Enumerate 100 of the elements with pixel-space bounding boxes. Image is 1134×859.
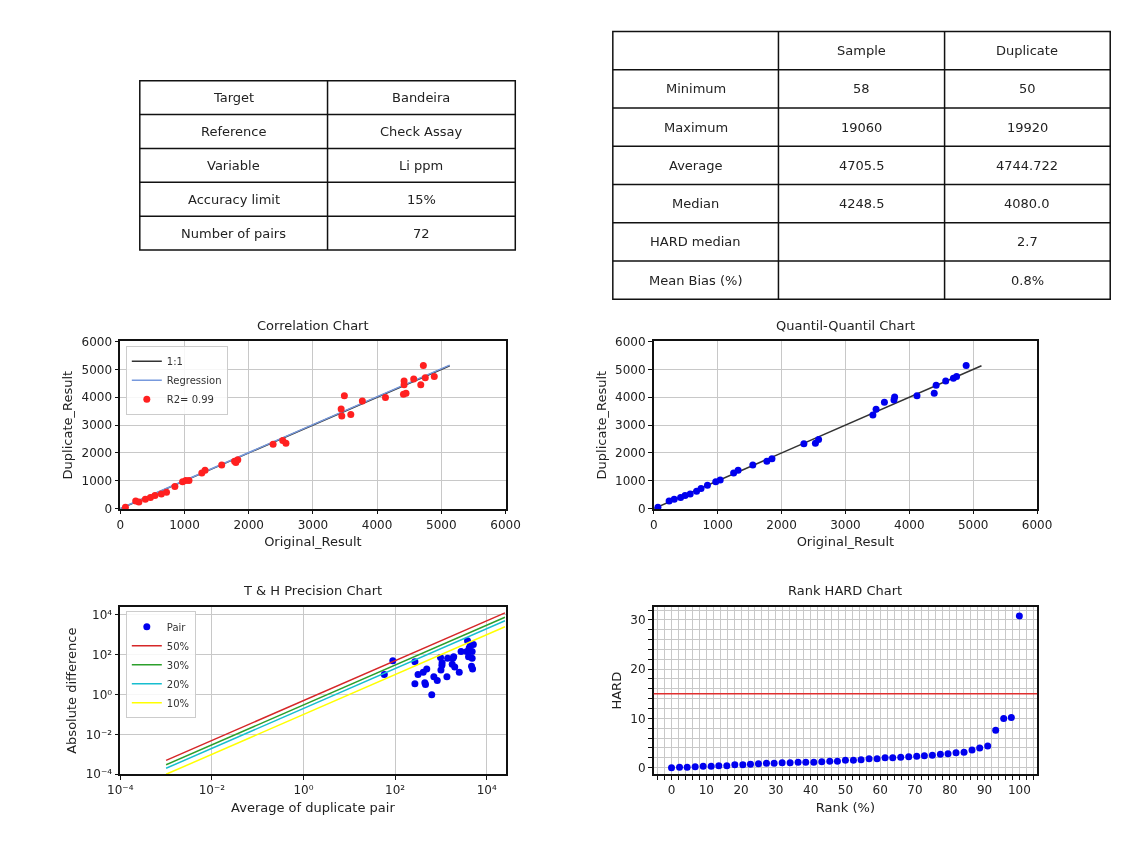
x-tick-label: 5000 — [426, 517, 457, 532]
x-tick-label: 100 — [1007, 783, 1031, 798]
y-tick-label: 6000 — [615, 334, 646, 349]
legend-label: R2= 0.99 — [166, 394, 214, 406]
chart-title: Rank HARD Chart — [788, 583, 903, 598]
x-tick-label: 1000 — [169, 517, 200, 532]
y-tick-label: 5000 — [615, 362, 646, 377]
x-tick-label: 3000 — [297, 517, 329, 532]
x-tick-label: 80 — [942, 783, 958, 798]
x-tick-label: 40 — [803, 783, 819, 798]
text: 19060 — [841, 120, 883, 135]
legend-label: 10% — [166, 697, 190, 709]
text: 15% — [407, 192, 436, 207]
y-axis-title: HARD — [608, 671, 624, 710]
y-tick-label: 3000 — [81, 418, 113, 433]
x-tick-label: 10⁻² — [198, 783, 226, 798]
y-axis-title: Duplicate_Result — [60, 370, 76, 480]
text: 0.8% — [1011, 273, 1045, 288]
y-tick-label: 1000 — [615, 474, 646, 489]
x-tick-label: 6000 — [1021, 517, 1053, 532]
chart-title: Correlation Chart — [257, 318, 369, 333]
y-tick-label: 10⁴ — [92, 607, 113, 622]
text: 19920 — [1007, 120, 1049, 135]
y-tick-label: 0 — [104, 501, 113, 516]
x-tick-label: 0 — [116, 517, 125, 532]
x-tick-label: 0 — [667, 783, 676, 798]
text: 4248.5 — [839, 196, 885, 211]
text: Accuracy limit — [188, 192, 281, 207]
text: Median — [672, 196, 720, 211]
y-tick-label: 3000 — [615, 418, 646, 433]
chart-title: Quantil-Quantil Chart — [776, 318, 916, 333]
category-label: Duplicate — [996, 43, 1058, 58]
x-tick-label: 10 — [698, 783, 714, 798]
text: Li ppm — [399, 158, 444, 173]
legend-label: 20% — [166, 678, 190, 690]
text: Bandeira — [392, 90, 451, 105]
text: Reference — [201, 124, 267, 139]
chart-title: T & H Precision Chart — [243, 583, 383, 598]
x-tick-label: 60 — [872, 783, 888, 798]
y-tick-label: 0 — [637, 760, 646, 775]
x-tick-label: 6000 — [490, 517, 521, 532]
legend-label: 1:1 — [166, 356, 183, 368]
legend-label: Pair — [166, 621, 187, 633]
y-tick-label: 10² — [92, 647, 113, 662]
text: 72 — [413, 226, 430, 241]
y-tick-label: 6000 — [81, 334, 113, 349]
x-axis-title: Original_Result — [796, 533, 895, 549]
y-tick-label: 30 — [630, 613, 646, 628]
x-tick-label: 4000 — [894, 517, 925, 532]
text: Mean Bias (%) — [649, 273, 743, 288]
y-tick-label: 2000 — [81, 446, 113, 461]
x-tick-label: 70 — [907, 783, 923, 798]
x-tick-label: 10² — [385, 783, 406, 798]
text: Check Assay — [380, 124, 463, 139]
y-axis-title: Duplicate_Result — [593, 370, 609, 480]
x-tick-label: 1000 — [702, 517, 733, 532]
x-tick-label: 10⁰ — [293, 783, 314, 798]
legend-label: 30% — [166, 659, 190, 671]
y-tick-label: 1000 — [81, 474, 113, 489]
text: Minimum — [666, 81, 727, 96]
y-tick-label: 0 — [637, 501, 646, 516]
text: Maximum — [664, 120, 729, 135]
text: 2.7 — [1017, 234, 1038, 249]
legend-label: Regression — [166, 375, 222, 387]
text: 4744.722 — [996, 158, 1059, 173]
x-tick-label: 20 — [733, 783, 749, 798]
x-axis-title: Original_Result — [264, 533, 362, 549]
x-tick-label: 50 — [837, 783, 854, 798]
y-axis-title: Absolute difference — [64, 627, 80, 754]
text: 4080.0 — [1004, 196, 1050, 211]
y-tick-label: 5000 — [81, 362, 113, 377]
text: Variable — [207, 158, 260, 173]
text: 4705.5 — [839, 158, 885, 173]
y-tick-label: 2000 — [615, 446, 646, 461]
text: Target — [214, 90, 255, 105]
x-tick-label: 2000 — [766, 517, 797, 532]
y-tick-label: 20 — [630, 662, 646, 677]
category-label: Sample — [837, 43, 886, 58]
y-tick-label: 10⁻² — [85, 727, 113, 742]
text: HARD median — [650, 234, 741, 249]
x-tick-label: 2000 — [233, 517, 264, 532]
legend-label: 50% — [166, 640, 190, 652]
y-tick-label: 10⁰ — [92, 687, 113, 702]
x-axis-title: Average of duplicate pair — [231, 799, 396, 815]
y-tick-label: 4000 — [615, 390, 646, 405]
text: Average — [669, 158, 723, 173]
x-tick-label: 30 — [768, 783, 784, 798]
text: 58 — [853, 81, 870, 96]
x-tick-label: 10⁻⁴ — [107, 783, 134, 798]
text: Number of pairs — [181, 226, 286, 241]
x-tick-label: 0 — [649, 517, 658, 532]
x-tick-label: 3000 — [830, 517, 861, 532]
x-tick-label: 10⁴ — [476, 783, 497, 798]
x-tick-label: 5000 — [957, 517, 989, 532]
text: 50 — [1019, 81, 1036, 96]
y-tick-label: 4000 — [81, 390, 113, 405]
x-axis-title: Rank (%) — [815, 799, 875, 815]
y-tick-label: 10⁻⁴ — [85, 767, 113, 782]
x-tick-label: 90 — [976, 783, 993, 798]
x-tick-label: 4000 — [361, 517, 393, 532]
